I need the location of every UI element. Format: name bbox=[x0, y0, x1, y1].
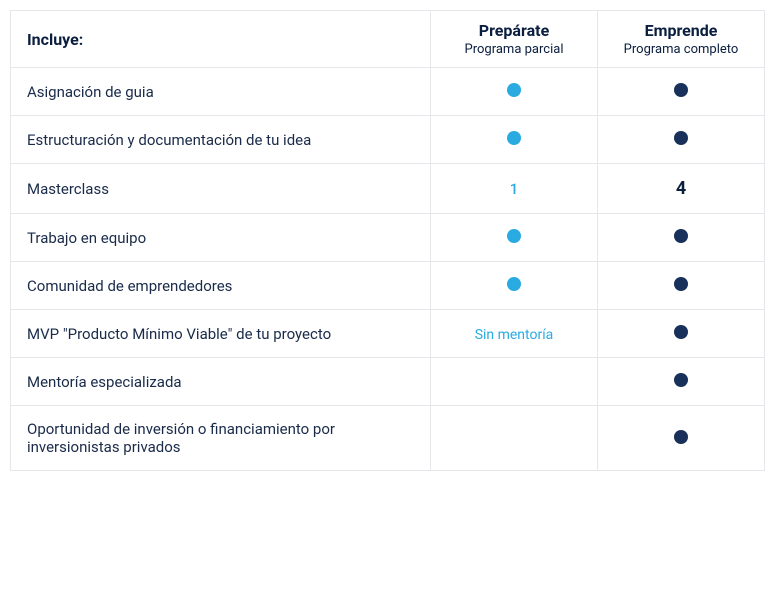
value-cell bbox=[431, 68, 598, 116]
feature-cell: Mentoría especializada bbox=[11, 358, 431, 406]
table-body: Asignación de guiaEstructuración y docum… bbox=[11, 68, 765, 471]
value-cell bbox=[598, 310, 765, 358]
feature-cell: Trabajo en equipo bbox=[11, 214, 431, 262]
value-cell bbox=[598, 358, 765, 406]
feature-cell: Estructuración y documentación de tu ide… bbox=[11, 116, 431, 164]
dot-icon bbox=[674, 373, 688, 387]
feature-cell: Asignación de guia bbox=[11, 68, 431, 116]
value-cell: 4 bbox=[598, 164, 765, 214]
feature-cell: MVP "Producto Mínimo Viable" de tu proye… bbox=[11, 310, 431, 358]
table-row: Masterclass 1 4 bbox=[11, 164, 765, 214]
dot-icon bbox=[507, 131, 521, 145]
plan-subtitle: Programa parcial bbox=[439, 42, 589, 57]
dot-icon bbox=[674, 430, 688, 444]
value-cell bbox=[431, 358, 598, 406]
plan-subtitle: Programa completo bbox=[606, 42, 756, 57]
value-cell bbox=[431, 262, 598, 310]
table-row: Asignación de guia bbox=[11, 68, 765, 116]
dot-icon bbox=[674, 131, 688, 145]
dot-icon bbox=[507, 229, 521, 243]
value-cell bbox=[598, 116, 765, 164]
feature-header: Incluye: bbox=[11, 11, 431, 68]
table-row: Comunidad de emprendedores bbox=[11, 262, 765, 310]
table-row: MVP "Producto Mínimo Viable" de tu proye… bbox=[11, 310, 765, 358]
table-row: Oportunidad de inversión o financiamient… bbox=[11, 406, 765, 471]
value-cell: Sin mentoría bbox=[431, 310, 598, 358]
table-row: Mentoría especializada bbox=[11, 358, 765, 406]
value-number: 1 bbox=[510, 180, 519, 198]
value-cell bbox=[598, 406, 765, 471]
dot-icon bbox=[507, 83, 521, 97]
dot-icon bbox=[674, 325, 688, 339]
value-cell: 1 bbox=[431, 164, 598, 214]
feature-cell: Oportunidad de inversión o financiamient… bbox=[11, 406, 431, 471]
comparison-table: Incluye: Prepárate Programa parcial Empr… bbox=[10, 10, 765, 471]
dot-icon bbox=[674, 229, 688, 243]
value-cell bbox=[598, 68, 765, 116]
dot-icon bbox=[674, 277, 688, 291]
value-cell bbox=[431, 214, 598, 262]
dot-icon bbox=[674, 83, 688, 97]
feature-cell: Comunidad de emprendedores bbox=[11, 262, 431, 310]
value-cell bbox=[431, 116, 598, 164]
table-header-row: Incluye: Prepárate Programa parcial Empr… bbox=[11, 11, 765, 68]
plan-title: Prepárate bbox=[439, 21, 589, 40]
plan-header-preparate: Prepárate Programa parcial bbox=[431, 11, 598, 68]
table-row: Estructuración y documentación de tu ide… bbox=[11, 116, 765, 164]
plan-title: Emprende bbox=[606, 21, 756, 40]
plan-header-emprende: Emprende Programa completo bbox=[598, 11, 765, 68]
dot-icon bbox=[507, 277, 521, 291]
value-number: 4 bbox=[676, 178, 686, 199]
value-cell bbox=[598, 214, 765, 262]
table-row: Trabajo en equipo bbox=[11, 214, 765, 262]
feature-cell: Masterclass bbox=[11, 164, 431, 214]
value-text: Sin mentoría bbox=[475, 327, 554, 343]
value-cell bbox=[598, 262, 765, 310]
value-cell bbox=[431, 406, 598, 471]
